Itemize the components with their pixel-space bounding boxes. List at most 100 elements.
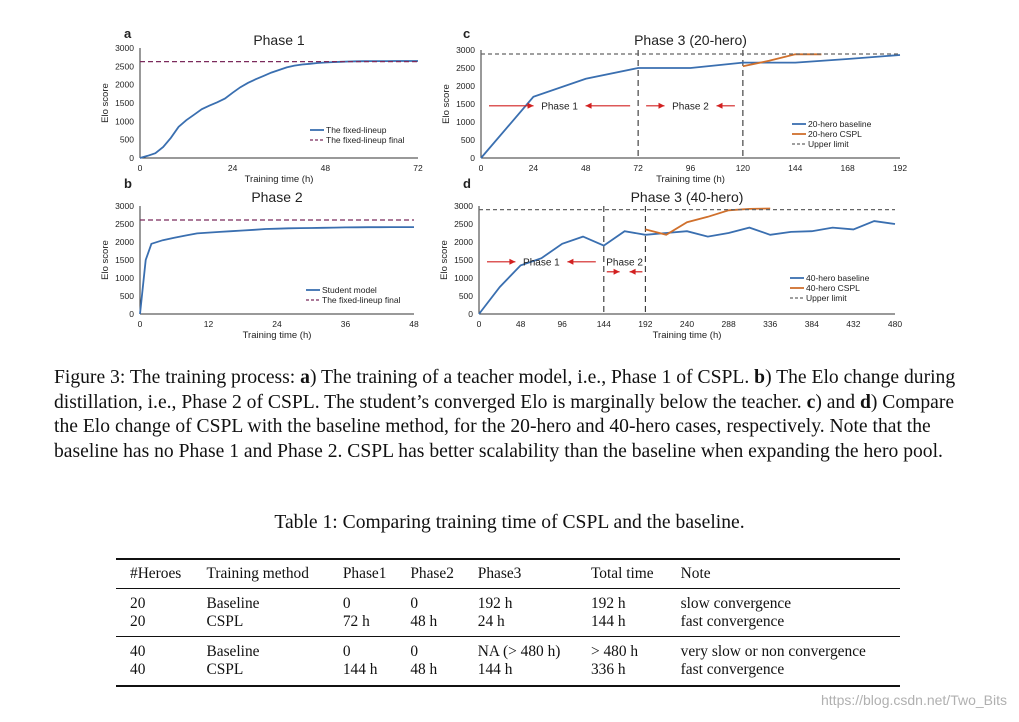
chart-d-panel-letter: d: [463, 176, 471, 191]
chart-b-x-tick-label: 36: [341, 319, 351, 329]
chart-a-y-tick-label: 0: [129, 153, 134, 163]
header-cell: Phase1: [328, 558, 397, 589]
table-cell: Baseline: [206, 643, 260, 660]
chart-c-phase-arrow-right-head: [527, 102, 534, 109]
chart-b-y-tick-label: 2500: [115, 219, 134, 229]
chart-d-phase-arrow-left-head: [567, 258, 574, 265]
chart-a-x-tick-label: 48: [321, 163, 331, 173]
chart-a-y-tick-label: 1500: [115, 98, 134, 108]
caption-text-b: ) The Elo change during distillation, i.…: [54, 367, 956, 413]
chart-d-y-tick-label: 3000: [454, 201, 473, 211]
caption-text-a: ) The training of a teacher model, i.e.,…: [309, 367, 755, 388]
table-cell: 144 h: [328, 661, 397, 687]
chart-b-x-axis-label: Training time (h): [243, 330, 312, 341]
chart-d-y-tick-label: 2500: [454, 219, 473, 229]
table-cell: 72 h: [328, 613, 397, 637]
chart-c-x-tick-label: 168: [841, 163, 855, 173]
table-cell: 0: [410, 643, 419, 660]
chart-d-y-tick-label: 2000: [454, 237, 473, 247]
chart-a-y-tick-label: 2000: [115, 80, 134, 90]
chart-a-series-line: [139, 60, 418, 159]
chart-c-series-line: [742, 53, 822, 68]
chart-d-legend-label: Upper limit: [806, 293, 847, 303]
chart-d-x-tick-label: 240: [680, 319, 694, 329]
caption-text-d: ) Compare the Elo change of CSPL with th…: [54, 391, 955, 462]
chart-b-y-tick-label: 2000: [115, 237, 134, 247]
chart-d-x-tick-label: 480: [888, 319, 902, 329]
header-cell: #Heroes: [116, 558, 193, 589]
chart-d-phase-arrow-left-head: [629, 268, 636, 275]
chart-c-y-tick-label: 0: [470, 153, 475, 163]
chart-a-y-tick-label: 2500: [115, 61, 134, 71]
chart-a-y-tick-label: 3000: [115, 43, 134, 53]
chart-b-x-tick-label: 24: [272, 319, 282, 329]
table-cell: NA (> 480 h): [477, 643, 561, 660]
chart-c-y-tick-label: 500: [461, 135, 475, 145]
chart-c-x-axis-label: Training time (h): [656, 174, 725, 185]
chart-d-x-tick-label: 336: [763, 319, 777, 329]
header-cell: Total time: [576, 558, 667, 589]
chart-b-series-line: [139, 226, 414, 315]
table-cell: 0: [342, 595, 351, 612]
header-cell: Phase2: [396, 558, 464, 589]
chart-a-x-axis-label: Training time (h): [245, 174, 314, 185]
caption-label-d: d: [859, 391, 871, 413]
chart-a-title: Phase 1: [253, 32, 305, 48]
chart-c-phase-arrow-left-head: [716, 102, 723, 109]
chart-a-legend-label: The fixed-lineup: [326, 125, 387, 135]
chart-d-x-tick-label: 192: [638, 319, 652, 329]
chart-c-phase-arrow-right-head: [658, 102, 665, 109]
chart-d-y-tick-label: 0: [468, 309, 473, 319]
chart-d-series-line: [478, 220, 896, 315]
chart-c-phase-label: Phase 1: [541, 101, 578, 112]
chart-d-legend-label: 40-hero CSPL: [806, 283, 860, 293]
chart-c-series-line: [480, 54, 901, 159]
chart-d-y-tick-label: 1500: [454, 255, 473, 265]
table-cell: 0: [342, 643, 351, 660]
table-cell: 24 h: [463, 613, 577, 637]
chart-a-x-tick-label: 24: [228, 163, 238, 173]
chart-b-x-tick-label: 0: [138, 319, 143, 329]
chart-d-phase-label: Phase 2: [606, 257, 643, 268]
figure-caption: Figure 3: The training process: a) The t…: [54, 366, 969, 464]
results-table: #Heroes Training method Phase1 Phase2 Ph…: [116, 558, 900, 687]
chart-b-y-tick-label: 1500: [115, 255, 134, 265]
chart-d-x-tick-label: 96: [557, 319, 567, 329]
header-cell: Phase3: [463, 558, 577, 589]
caption-label-a: a: [300, 367, 310, 388]
table-row: 20 Baseline 0 0 192 h 192 h slow converg…: [116, 589, 900, 614]
chart-d-phase-arrow-right-head: [613, 268, 620, 275]
chart-b-legend-label: The fixed-lineup final: [322, 295, 401, 305]
chart-c-title: Phase 3 (20-hero): [634, 32, 747, 48]
chart-c-x-tick-label: 48: [581, 163, 591, 173]
chart-d-phase-label: Phase 1: [523, 257, 560, 268]
chart-d-y-tick-label: 500: [459, 291, 473, 301]
chart-a-y-tick-label: 1000: [115, 116, 134, 126]
chart-b-y-axis-label: Elo score: [100, 240, 111, 280]
chart-c-y-tick-label: 1500: [456, 99, 475, 109]
chart-a-x-tick-label: 72: [413, 163, 423, 173]
table-cell: 40: [130, 643, 146, 660]
figure-3-charts: 0 500 1000 1500 2000 2500 3000 0 24 48 72 Training …: [100, 26, 907, 341]
table-row: 20 CSPL 72 h 48 h 24 h 144 h fast conver…: [116, 613, 900, 637]
chart-b-panel-letter: b: [124, 176, 132, 191]
figure-3: 0 500 1000 1500 2000 2500 3000 0 24 48 72 Training …: [0, 0, 1019, 350]
header-cell: Note: [666, 558, 900, 589]
chart-c-x-tick-label: 192: [893, 163, 907, 173]
table-cell: slow convergence: [680, 595, 792, 612]
table-cell: CSPL: [192, 661, 329, 687]
chart-c-x-tick-label: 24: [529, 163, 539, 173]
chart-d-x-tick-label: 432: [846, 319, 860, 329]
chart-d-series-line: [645, 207, 771, 236]
chart-c-y-tick-label: 3000: [456, 45, 475, 55]
table-cell: > 480 h: [590, 643, 639, 660]
table-row: 40 Baseline 0 0 NA (> 480 h) > 480 h ver…: [116, 637, 900, 662]
chart-d-y-tick-label: 1000: [454, 273, 473, 283]
table-cell: Baseline: [206, 595, 260, 612]
chart-c-panel-letter: c: [463, 26, 470, 41]
chart-d-x-tick-label: 288: [722, 319, 736, 329]
chart-d-phase-arrow-right-head: [509, 258, 516, 265]
table-cell: 144 h: [463, 661, 577, 687]
chart-b-title: Phase 2: [251, 189, 303, 205]
chart-a-y-tick-label: 500: [120, 135, 134, 145]
